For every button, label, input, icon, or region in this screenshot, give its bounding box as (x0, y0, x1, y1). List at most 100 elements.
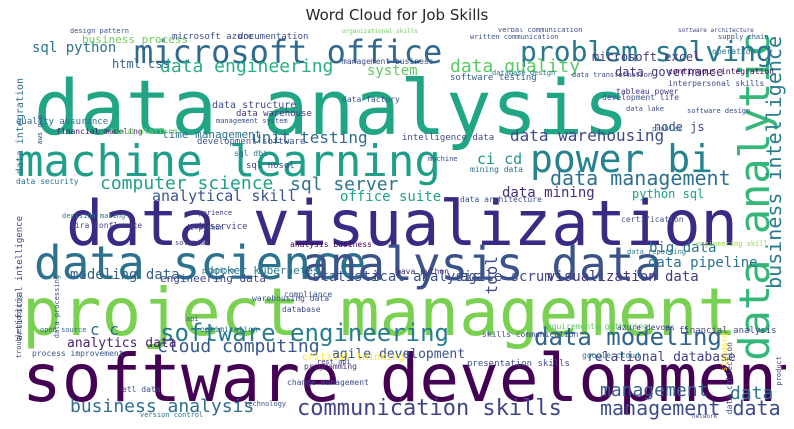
word-data-warehousing: data warehousing (510, 126, 665, 145)
word-software-engineering: software engineering (160, 319, 449, 347)
word-node-js: node js (654, 120, 705, 134)
word-big-data: big data (649, 240, 717, 256)
word-data-reporting: data reporting (627, 248, 687, 256)
word-data-structure: data structure (212, 100, 297, 111)
word-database-design: database design (492, 69, 556, 77)
word-statistical-analysis: statistical analysis (312, 269, 481, 285)
word-web-service: web service (188, 222, 248, 232)
word-open-source: open source (40, 326, 87, 334)
word-platform: platform (202, 267, 236, 275)
word-engineering-data: engineering data (160, 272, 266, 285)
word-critical-thinking: critical thinking (302, 352, 405, 363)
word-database: database (282, 305, 321, 314)
word-compliance: compliance (284, 290, 333, 299)
word-engineering-skill: engineering skill (696, 240, 768, 248)
word-data-analysis: data analysis (34, 63, 629, 152)
word-problem: problem (652, 125, 682, 133)
word-jira-confluence: jira confluence (70, 221, 143, 230)
word-data-warehouse: data warehouse (236, 109, 312, 119)
word-time-management: time management (162, 128, 262, 141)
word-sql-nosql: sql nosql (246, 161, 295, 171)
word-relational-database: relational database (587, 350, 736, 365)
word-financial-modeling: financial modeling (56, 127, 143, 136)
word-operation: operation (712, 47, 756, 56)
word-problem-solving: problem solving (520, 35, 773, 68)
word-unit-testing: unit testing (252, 128, 368, 147)
word-computer-science: computer science (100, 173, 274, 194)
word-data-engineering: data engineering (160, 56, 334, 77)
word-troubleshooting: troubleshooting (15, 295, 23, 359)
word-management-business: management business (342, 57, 434, 66)
word-software-development: software development (22, 340, 786, 417)
word-data-factory: data factory (342, 95, 400, 104)
word-presentation-skills: presentation skills (467, 359, 570, 369)
word-data-transformation: data transformation (572, 71, 653, 79)
word-data-governance: data governance (615, 65, 724, 79)
word-cloud: data analysis project management software … (12, 28, 786, 423)
word-analysis-data: analysis data (302, 237, 663, 291)
word-machine: machine (428, 155, 458, 163)
word-quality-assurance: quality assurance (16, 117, 109, 127)
word-data-pipeline: data pipeline (648, 255, 758, 271)
word-mining-data: mining data (470, 165, 523, 174)
word-development-software: development software (197, 137, 306, 147)
word-docker-kubernetes: docker kubernetes (207, 264, 320, 277)
word-data-architecture: data architecture (460, 195, 542, 204)
word-tableau-power: tableau power (616, 87, 679, 96)
word-organizational-skills: organizational skills (342, 28, 418, 35)
word-modeling-data: modeling data (70, 267, 180, 283)
word-supply-chain: supply chain (718, 33, 769, 41)
word-system: system (367, 63, 418, 79)
word-google-cloud: google cloud (582, 351, 640, 360)
word-communication-skills: communication skills (297, 396, 562, 421)
word-product: product (775, 356, 783, 386)
word-azure-devops: azure devops (617, 323, 675, 332)
word-verbal-communication: verbal communication (498, 28, 583, 34)
word-solution: solution (175, 239, 209, 247)
chart-title: Word Cloud for Job Skills (305, 6, 489, 24)
word-optimization: optimization (200, 325, 258, 334)
word-programming: programming (304, 362, 357, 371)
word-change-management: change management (287, 378, 369, 387)
word-etl-data: etl data (122, 385, 161, 394)
word-financial-analysis: financial analysis (679, 326, 777, 336)
word-certification: certification (621, 215, 684, 224)
word-design-pattern: design pattern (70, 28, 130, 35)
word-agile-scrum: agile scrum (460, 269, 553, 285)
word-requirements-gathering: requirements gathering (542, 322, 648, 331)
word-network: network (692, 413, 718, 420)
word-sql-dbi: sql dbi (234, 149, 268, 158)
word-rest-api: rest api (317, 358, 351, 366)
word-written-communication: written communication (470, 33, 559, 41)
word-data-visualization: data visualization (66, 187, 738, 260)
word-development-life: development life (602, 93, 680, 102)
word-api: api (186, 315, 199, 323)
word-html-css: html css (112, 57, 170, 71)
word-skills-communication: skills communication (482, 330, 579, 339)
word-intelligence-data: intelligence data (402, 133, 495, 143)
word-analytical-skill: analytical skill (152, 187, 297, 205)
word-data-processing: data processing (53, 275, 61, 339)
word-experience: experience (190, 209, 233, 217)
word-cloud-computing: cloud computing (157, 336, 320, 357)
word-machine-learning: machine learning (17, 136, 441, 187)
word-data-mining: data mining (502, 185, 595, 201)
word-management-system: management system (216, 117, 288, 125)
word-continuous-integration: continuous integration (668, 67, 774, 76)
word-version-control: version control (140, 411, 204, 419)
word-software-design: software design (687, 107, 751, 115)
word-software-testing: software testing (450, 73, 537, 83)
word-c-c: c c (90, 320, 119, 339)
word-business-analysis: business analysis (70, 396, 255, 417)
word-technology: technology (244, 400, 287, 408)
word-management-data: management data (600, 396, 781, 420)
word-data: data (730, 383, 774, 404)
word-data-security: data security (16, 177, 79, 186)
word-visualization-data: visualization data (547, 269, 699, 285)
word-java-python: java python (396, 267, 449, 276)
word-aws-gcp: aws gcp (36, 115, 44, 145)
word-c-python: c python (190, 224, 224, 232)
word-sql-server: sql server (290, 174, 399, 195)
word-data-lake: data lake (626, 105, 664, 113)
word-data-modeling: data modeling (534, 323, 722, 351)
